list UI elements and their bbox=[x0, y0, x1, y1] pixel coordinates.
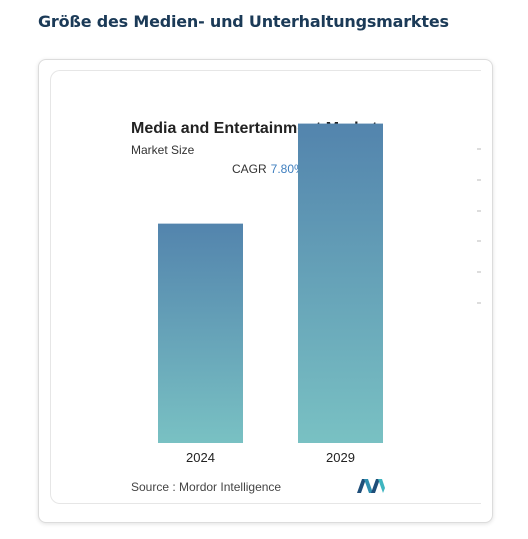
source-value: Mordor Intelligence bbox=[179, 480, 282, 494]
source-note: Source : Mordor Intelligence bbox=[131, 480, 281, 494]
chart-subtitle: Market Size bbox=[131, 143, 195, 157]
x-tick-label: 2029 bbox=[326, 450, 355, 465]
bar-2029 bbox=[298, 123, 383, 443]
mordor-intelligence-logo-icon bbox=[357, 479, 385, 493]
chart-inner-panel bbox=[50, 70, 481, 504]
source-label: Source : bbox=[131, 480, 176, 494]
cagr-text: CAGR bbox=[232, 162, 267, 176]
cagr-label: CAGR 7.80% bbox=[232, 162, 305, 176]
x-tick-label: 2024 bbox=[186, 450, 215, 465]
cagr-value: 7.80% bbox=[270, 162, 305, 176]
chart-card bbox=[38, 59, 493, 523]
bar-2024 bbox=[158, 223, 243, 443]
section-heading: Größe des Medien- und Unterhaltungsmarkt… bbox=[38, 12, 449, 31]
